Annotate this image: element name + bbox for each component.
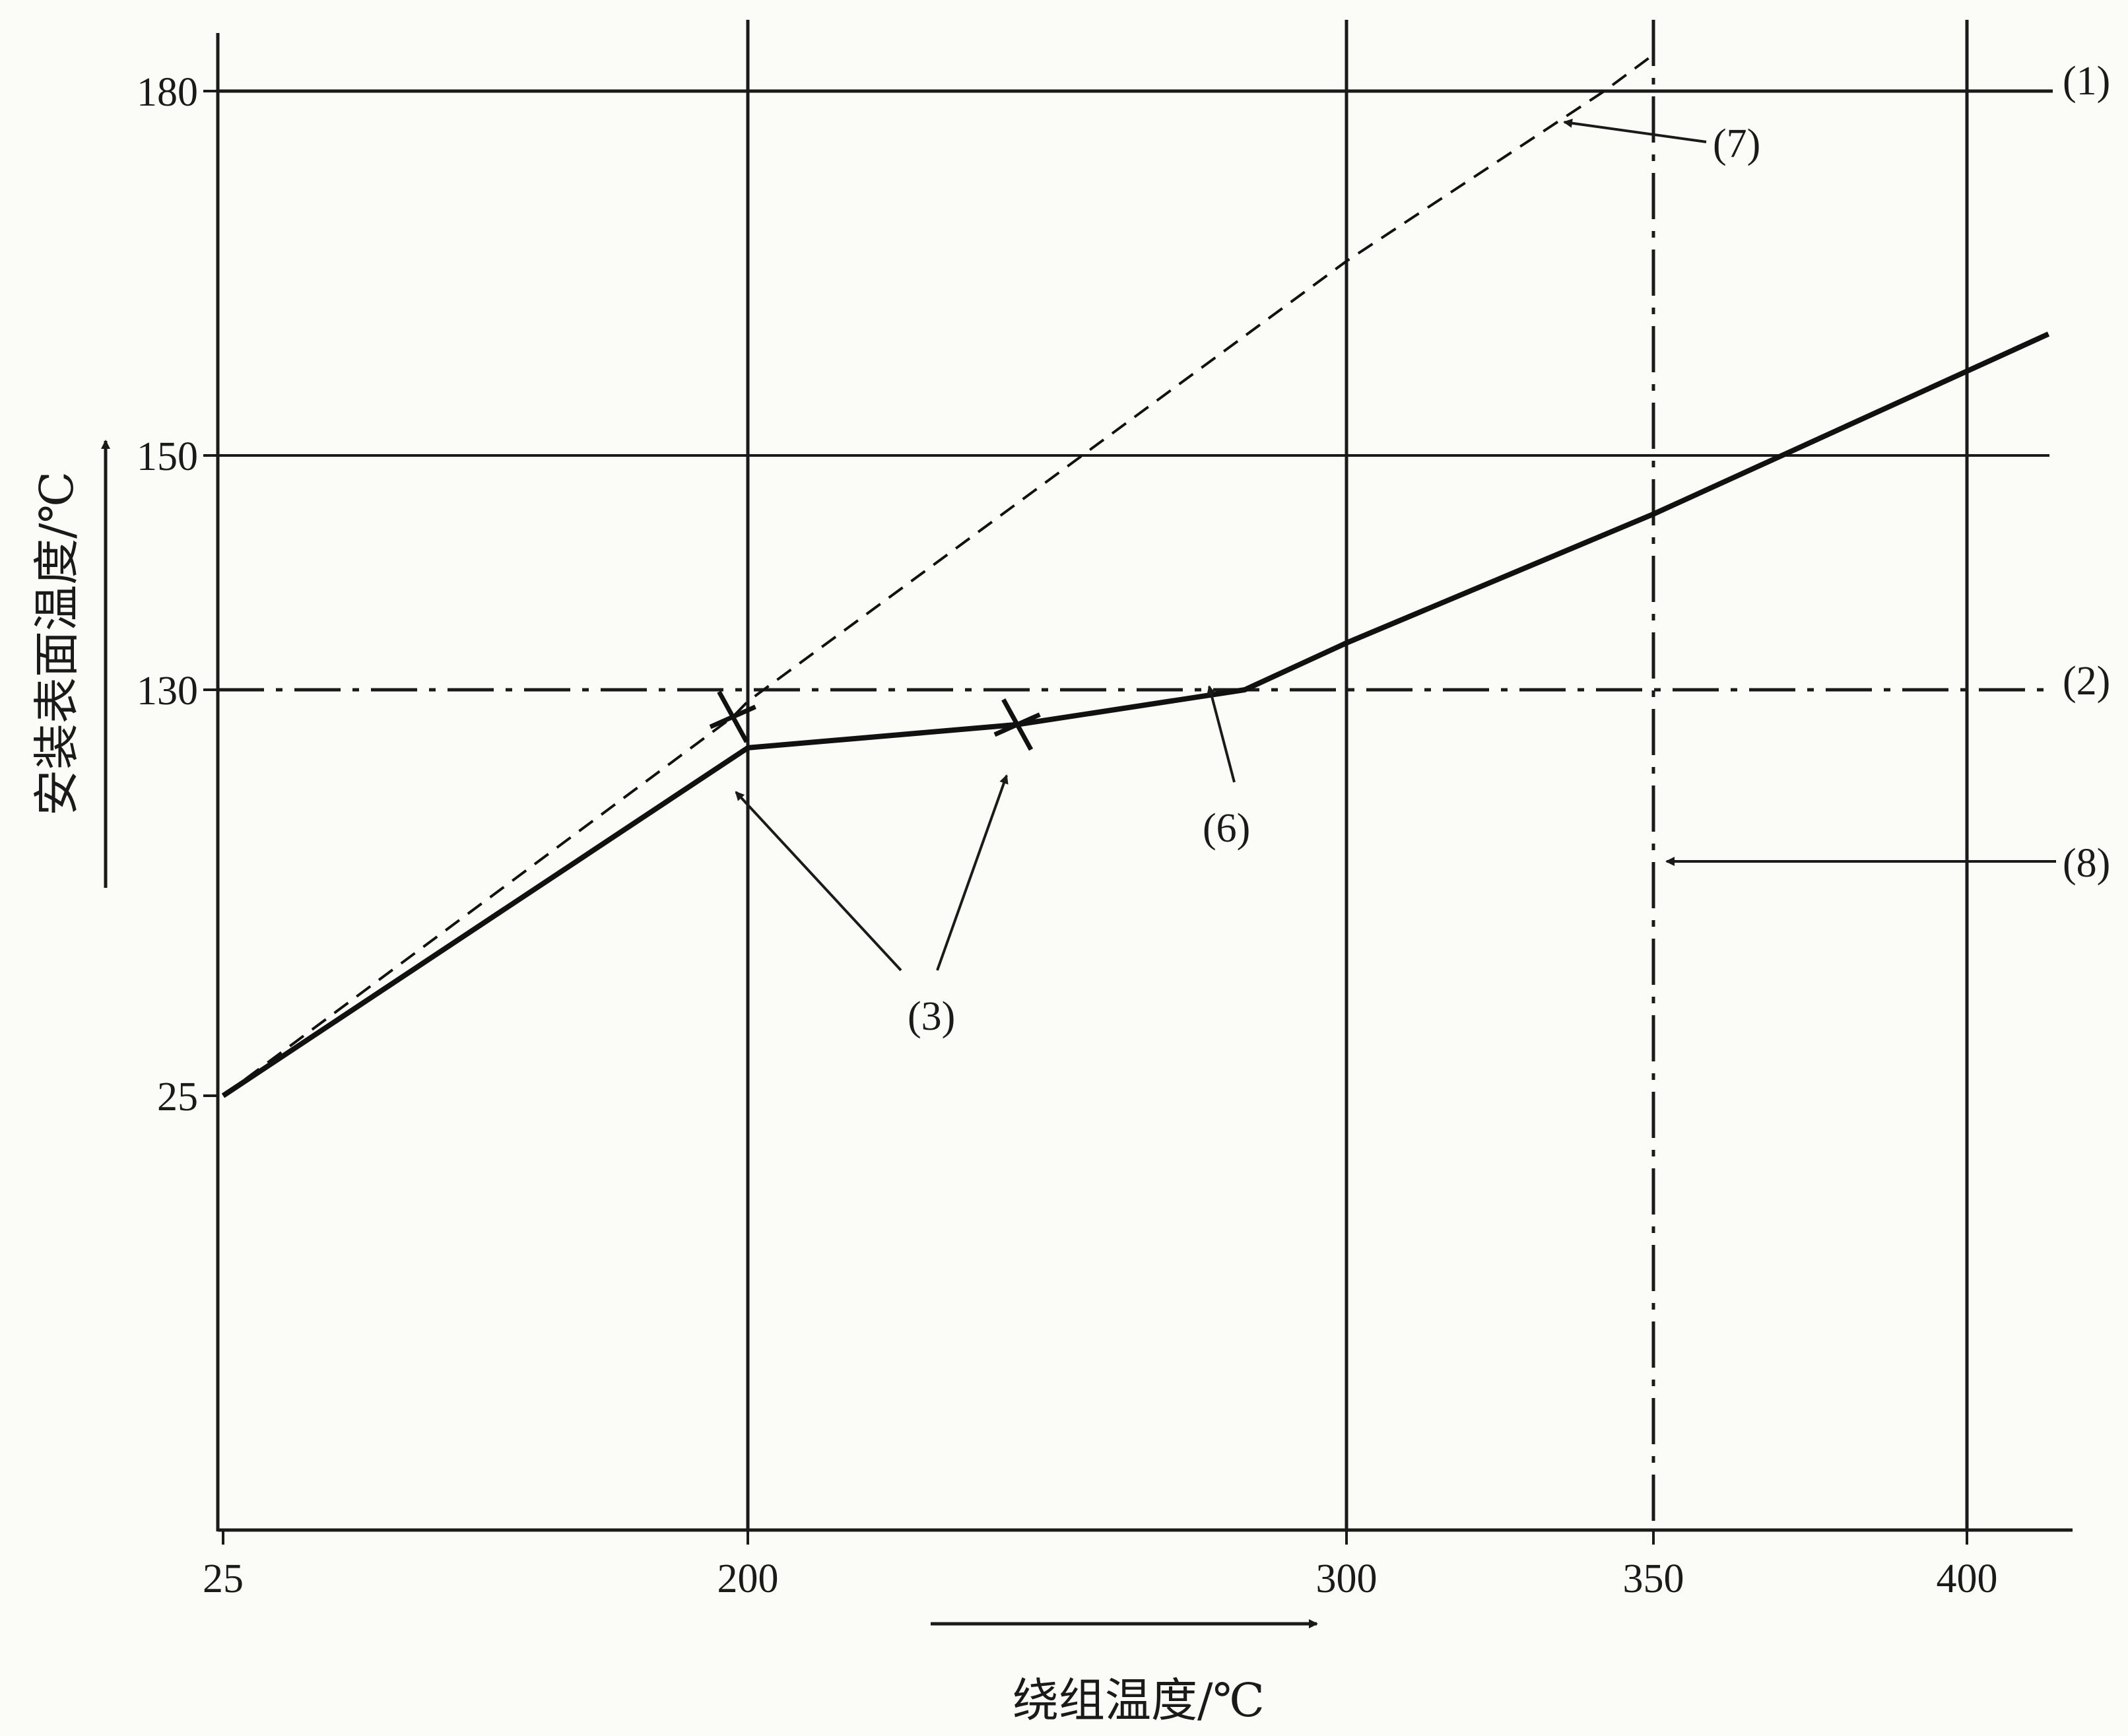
x-tick-label-350: 350 (1623, 1556, 1684, 1601)
callout-3-arrow-a (735, 791, 902, 972)
markers (709, 690, 1041, 751)
y-tick-label-150: 150 (137, 434, 198, 479)
y-tick-label-25: 25 (157, 1075, 198, 1119)
x-marker-stroke (709, 704, 756, 729)
callout-6-arrow (1207, 685, 1236, 783)
callout-8-label: (8) (2063, 841, 2110, 886)
y-ticks: 25 130 150 180 (137, 70, 219, 1119)
callout-3-arrow-b (936, 774, 1009, 971)
x-axis-title: 绕组温度/℃ (1013, 1673, 1265, 1727)
callout-7-arrow (1563, 118, 1707, 143)
reference-lines (218, 20, 2053, 1530)
y-tick-label-130: 130 (137, 669, 198, 714)
grid (218, 20, 2049, 1530)
x-tick-label-300: 300 (1316, 1556, 1378, 1601)
x-ticks: 25 200 300 350 400 (203, 1530, 1998, 1601)
x-marker-1 (709, 690, 756, 743)
y-axis-title: 安装表面温度/℃ (30, 471, 84, 816)
y-tick-label-180: 180 (137, 70, 198, 115)
callout-6-label: (6) (1203, 806, 1250, 851)
callout-1-label: (1) (2063, 59, 2110, 104)
x-marker-2 (993, 698, 1041, 751)
callout-3-label: (3) (908, 994, 955, 1039)
series-line-1 (221, 331, 2050, 1098)
x-tick-label-25: 25 (203, 1556, 244, 1601)
x-marker-stroke (993, 712, 1041, 737)
series (221, 53, 2050, 1098)
x-tick-label-200: 200 (717, 1556, 779, 1601)
series-line-2 (222, 53, 1655, 1097)
callouts: (3) (6) (7) (8) (1) (2) (735, 59, 2110, 1039)
x-tick-label-400: 400 (1937, 1556, 1998, 1601)
callout-2-label: (2) (2063, 659, 2110, 704)
callout-7-label: (7) (1713, 121, 1760, 166)
